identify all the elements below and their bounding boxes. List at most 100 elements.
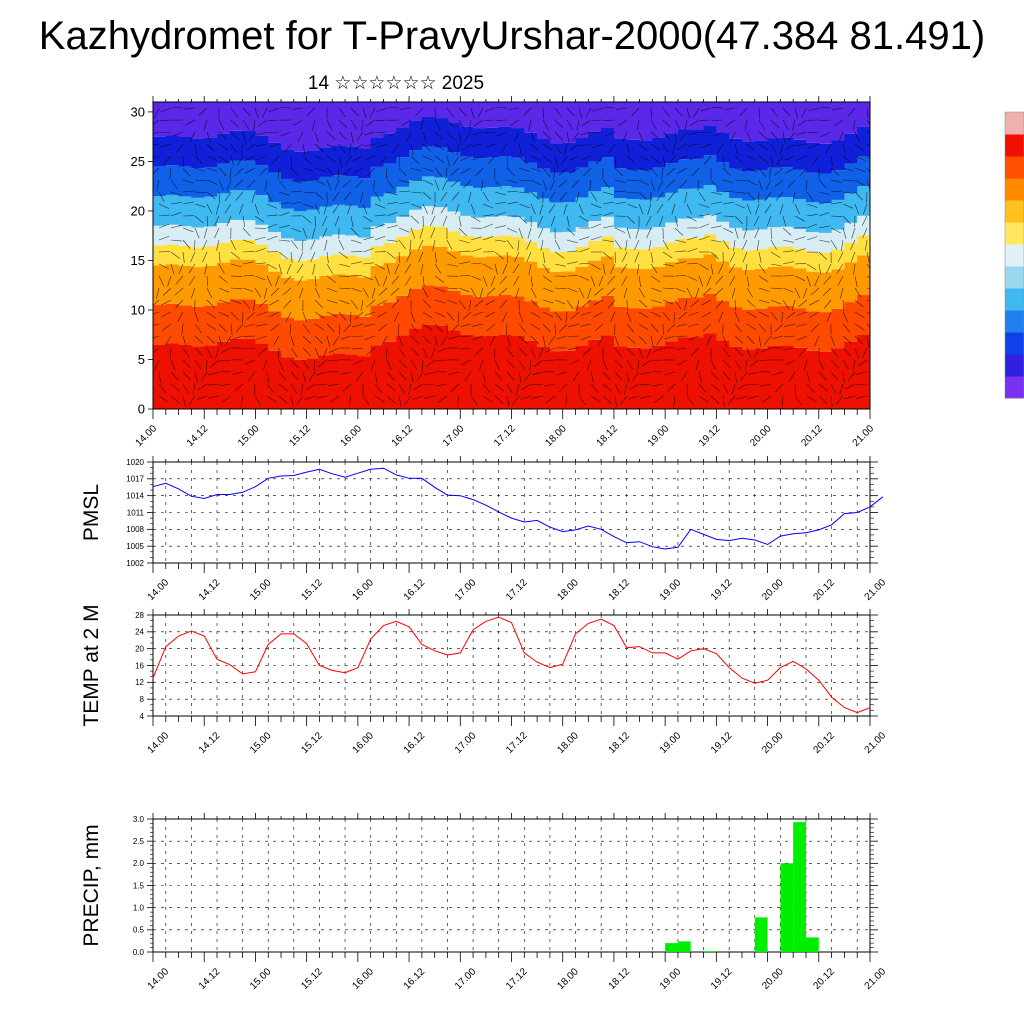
color-band <box>780 345 794 409</box>
color-band <box>255 102 269 136</box>
wind-barb <box>554 251 565 259</box>
color-band <box>575 246 589 267</box>
wind-barb <box>182 227 194 233</box>
color-band <box>255 343 269 409</box>
color-band <box>447 102 461 123</box>
wind-barb <box>193 239 196 252</box>
wind-barb <box>668 155 676 166</box>
wind-barb <box>182 371 191 381</box>
wind-barb <box>695 359 700 371</box>
wind-barb <box>570 311 580 320</box>
wind-barb <box>302 359 310 370</box>
wind-barb <box>830 202 842 205</box>
color-band <box>204 226 218 247</box>
wind-barb <box>758 275 769 283</box>
wind-barb <box>350 311 352 324</box>
wind-barb <box>677 143 688 151</box>
x-tick-label: 19.00 <box>646 423 672 449</box>
wind-barb <box>747 383 760 386</box>
wind-barb <box>297 275 304 286</box>
wind-barb <box>234 167 244 177</box>
wind-barb <box>230 407 232 409</box>
wind-barb <box>506 407 508 409</box>
color-band <box>268 172 282 203</box>
color-band <box>242 220 257 240</box>
wind-barb <box>483 131 496 133</box>
x-tick-label: 14.12 <box>197 730 223 756</box>
wind-barb <box>718 311 724 323</box>
wind-barb <box>242 215 246 227</box>
wind-barb <box>323 347 328 359</box>
color-band <box>562 311 577 351</box>
wind-barb <box>807 131 820 133</box>
wind-barb <box>512 263 520 274</box>
wind-barb <box>430 347 436 359</box>
wind-barb <box>746 275 750 287</box>
color-band <box>473 336 487 409</box>
wind-barb <box>770 227 772 240</box>
color-band <box>165 264 180 304</box>
wind-barb <box>301 239 304 252</box>
wind-barb <box>590 203 602 209</box>
wind-barb <box>841 239 844 251</box>
wind-barb <box>446 131 455 141</box>
wind-barb <box>520 395 532 400</box>
color-band <box>754 140 769 170</box>
wind-barb <box>434 251 437 263</box>
wind-barb <box>518 179 531 182</box>
wind-barb <box>619 395 628 405</box>
color-band <box>229 219 244 240</box>
wind-barb <box>650 179 655 191</box>
color-band <box>191 267 205 307</box>
wind-barb <box>245 167 256 174</box>
wind-barb <box>470 262 482 265</box>
wind-barb <box>866 143 870 147</box>
wind-barb <box>830 335 836 347</box>
wind-barb <box>158 275 164 287</box>
wind-barb <box>794 236 806 241</box>
color-band <box>153 305 167 345</box>
color-band <box>613 138 628 169</box>
color-band <box>562 142 577 173</box>
wind-barb <box>206 179 218 185</box>
wind-barb <box>734 323 743 333</box>
wind-barb <box>422 179 434 185</box>
color-band <box>178 196 193 227</box>
x-tick-label: 14.00 <box>134 423 160 449</box>
wind-barb <box>594 323 604 332</box>
wind-barb <box>758 155 768 164</box>
color-band <box>306 239 321 260</box>
wind-barb <box>578 107 583 119</box>
wind-barb <box>722 347 730 357</box>
y-tick-label: 28 <box>135 611 144 620</box>
wind-barb <box>194 155 203 165</box>
wind-barb <box>526 251 532 263</box>
color-band <box>665 102 679 134</box>
wind-barb <box>544 383 556 387</box>
wind-barb <box>785 143 796 150</box>
color-band <box>805 350 820 409</box>
x-tick-label: 17.12 <box>492 423 518 449</box>
wind-barb <box>404 263 412 274</box>
wind-barb <box>499 299 508 309</box>
color-band <box>396 335 410 409</box>
wind-barb <box>676 323 688 327</box>
wind-barb <box>482 395 493 403</box>
wind-barb <box>229 167 232 180</box>
wind-barb <box>582 347 592 356</box>
wind-barb <box>591 119 604 121</box>
wind-barb <box>550 179 556 191</box>
wind-barb <box>422 167 434 172</box>
wind-barb <box>746 143 756 152</box>
wind-barb <box>177 311 184 322</box>
x-tick-label: 15.12 <box>299 730 325 756</box>
color-band <box>485 157 500 188</box>
y-tick-label: 2.5 <box>133 837 145 846</box>
color-band <box>613 197 628 228</box>
color-band <box>345 255 359 276</box>
color-band <box>741 250 756 271</box>
wind-barb <box>434 155 444 163</box>
wind-barb <box>569 167 580 174</box>
wind-barb <box>698 395 709 403</box>
wind-barb <box>542 143 553 151</box>
